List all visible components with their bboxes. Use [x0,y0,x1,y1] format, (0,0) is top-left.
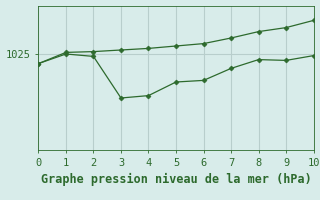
X-axis label: Graphe pression niveau de la mer (hPa): Graphe pression niveau de la mer (hPa) [41,173,311,186]
